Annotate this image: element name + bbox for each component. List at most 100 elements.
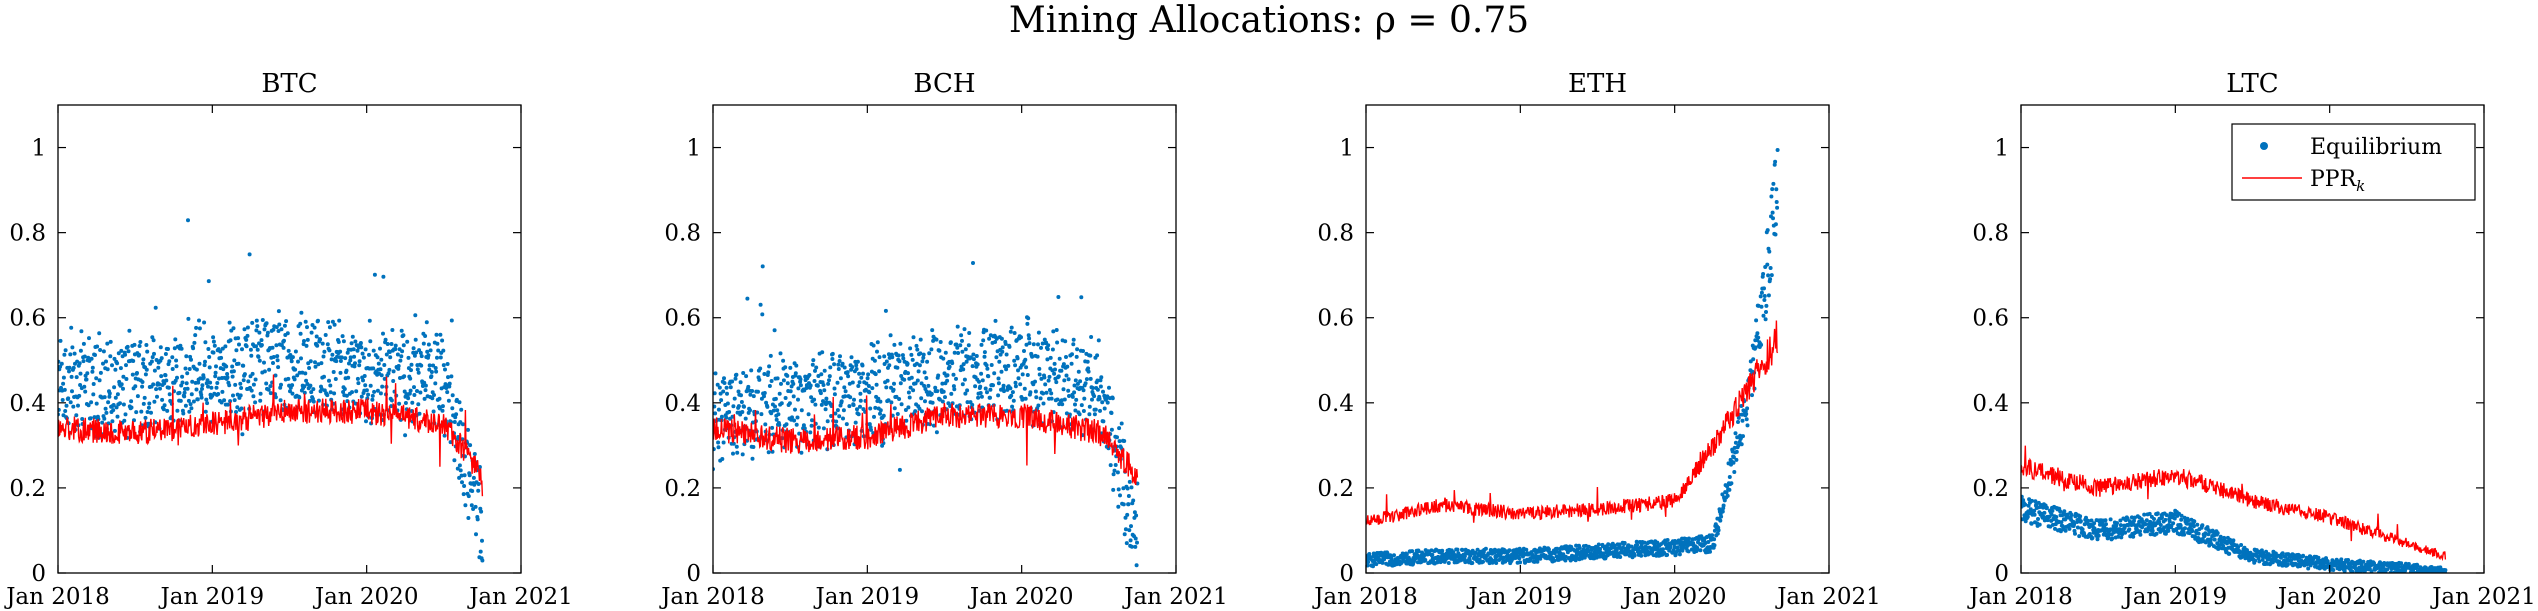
equilibrium-point bbox=[1687, 536, 1691, 541]
equilibrium-point bbox=[778, 351, 783, 356]
equilibrium-point bbox=[1095, 378, 1100, 383]
equilibrium-point bbox=[1101, 389, 1105, 394]
equilibrium-point bbox=[931, 423, 936, 428]
equilibrium-point bbox=[262, 327, 267, 332]
equilibrium-point bbox=[1753, 345, 1758, 350]
equilibrium-point bbox=[941, 356, 946, 361]
equilibrium-point bbox=[427, 367, 432, 372]
equilibrium-point bbox=[323, 333, 328, 337]
equilibrium-point bbox=[181, 411, 186, 416]
equilibrium-point bbox=[826, 381, 831, 386]
equilibrium-point bbox=[839, 399, 844, 404]
equilibrium-point bbox=[1090, 386, 1095, 390]
equilibrium-point bbox=[1727, 487, 1732, 492]
equilibrium-point bbox=[245, 325, 250, 330]
equilibrium-point bbox=[2028, 507, 2033, 512]
equilibrium-point bbox=[308, 383, 313, 388]
equilibrium-point bbox=[428, 348, 433, 353]
equilibrium-point bbox=[2044, 505, 2049, 510]
equilibrium-point bbox=[135, 394, 140, 399]
equilibrium-point bbox=[218, 349, 223, 354]
equilibrium-point bbox=[473, 504, 478, 509]
equilibrium-point bbox=[266, 387, 271, 392]
equilibrium-point bbox=[89, 356, 94, 361]
equilibrium-point bbox=[892, 342, 897, 347]
equilibrium-point bbox=[760, 312, 765, 317]
equilibrium-point bbox=[866, 384, 871, 388]
equilibrium-point bbox=[63, 348, 68, 353]
equilibrium-point bbox=[954, 376, 958, 381]
equilibrium-point bbox=[773, 404, 777, 409]
equilibrium-point bbox=[297, 395, 302, 400]
equilibrium-point bbox=[2215, 531, 2220, 536]
equilibrium-point bbox=[1123, 527, 1128, 532]
equilibrium-point bbox=[1049, 396, 1054, 401]
equilibrium-point bbox=[1087, 412, 1092, 417]
equilibrium-point bbox=[1736, 443, 1741, 448]
equilibrium-point bbox=[735, 450, 740, 455]
equilibrium-point bbox=[1129, 544, 1134, 549]
equilibrium-point bbox=[442, 433, 447, 438]
equilibrium-point bbox=[1013, 384, 1018, 389]
equilibrium-point bbox=[301, 342, 306, 347]
equilibrium-point bbox=[1706, 540, 1711, 544]
equilibrium-point bbox=[271, 355, 276, 359]
equilibrium-point bbox=[206, 347, 211, 351]
equilibrium-point bbox=[884, 359, 889, 364]
series-ppr-line bbox=[2021, 445, 2447, 562]
equilibrium-point bbox=[200, 383, 205, 388]
equilibrium-point bbox=[930, 400, 935, 405]
equilibrium-point bbox=[769, 411, 774, 416]
equilibrium-point bbox=[1563, 558, 1568, 563]
equilibrium-point bbox=[189, 392, 194, 397]
equilibrium-point bbox=[2084, 515, 2088, 520]
equilibrium-point bbox=[97, 378, 102, 383]
equilibrium-point bbox=[209, 385, 214, 390]
equilibrium-point bbox=[1366, 563, 1370, 568]
equilibrium-point bbox=[917, 363, 922, 368]
equilibrium-point bbox=[316, 318, 320, 323]
equilibrium-point bbox=[788, 389, 793, 394]
equilibrium-point bbox=[242, 372, 247, 377]
equilibrium-point bbox=[979, 342, 984, 347]
equilibrium-point bbox=[1031, 342, 1036, 347]
equilibrium-point bbox=[399, 328, 404, 333]
equilibrium-point bbox=[1404, 552, 1409, 557]
equilibrium-point bbox=[201, 375, 206, 380]
equilibrium-point bbox=[2023, 519, 2028, 524]
equilibrium-point bbox=[1773, 222, 1778, 227]
equilibrium-point bbox=[258, 398, 263, 403]
equilibrium-point bbox=[784, 422, 789, 427]
legend-box bbox=[2231, 123, 2476, 201]
equilibrium-point bbox=[1013, 363, 1018, 368]
equilibrium-point bbox=[1126, 502, 1131, 507]
equilibrium-point bbox=[744, 374, 749, 379]
equilibrium-point bbox=[437, 406, 442, 411]
equilibrium-point bbox=[1061, 387, 1066, 392]
equilibrium-point bbox=[1073, 408, 1078, 413]
equilibrium-point bbox=[945, 373, 950, 378]
equilibrium-point bbox=[1686, 549, 1691, 554]
equilibrium-point bbox=[170, 355, 175, 360]
equilibrium-point bbox=[2182, 532, 2187, 537]
equilibrium-point bbox=[2036, 517, 2040, 521]
equilibrium-point bbox=[429, 374, 434, 379]
equilibrium-point bbox=[721, 440, 726, 445]
equilibrium-point bbox=[424, 320, 429, 325]
equilibrium-point bbox=[1765, 262, 1770, 267]
equilibrium-point bbox=[221, 367, 226, 372]
equilibrium-point bbox=[734, 444, 739, 449]
equilibrium-point bbox=[835, 380, 840, 385]
equilibrium-point bbox=[418, 390, 423, 395]
equilibrium-point bbox=[869, 427, 873, 432]
equilibrium-point bbox=[450, 406, 455, 411]
equilibrium-point bbox=[123, 352, 128, 357]
equilibrium-point bbox=[401, 333, 406, 338]
equilibrium-point bbox=[823, 407, 828, 412]
equilibrium-point bbox=[2331, 568, 2336, 572]
equilibrium-point bbox=[303, 319, 308, 324]
equilibrium-point bbox=[1040, 341, 1045, 346]
equilibrium-point bbox=[207, 355, 212, 359]
equilibrium-point bbox=[1413, 556, 1418, 561]
equilibrium-point bbox=[1026, 333, 1031, 338]
